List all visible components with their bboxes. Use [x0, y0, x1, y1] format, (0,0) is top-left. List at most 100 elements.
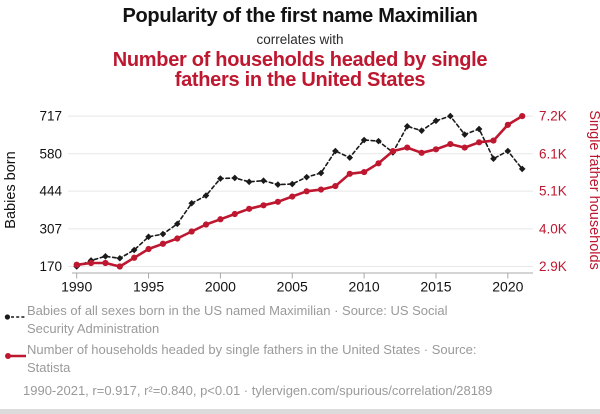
babies-data-point — [116, 254, 124, 262]
babies-data-point — [332, 147, 339, 155]
gridlines — [68, 115, 533, 267]
correlates-with-label: correlates with — [256, 32, 344, 47]
bottom-edge-bar — [0, 409, 600, 414]
households-data-point — [274, 198, 281, 205]
left-tick-label: 307 — [39, 221, 62, 236]
babies-data-point — [202, 192, 210, 199]
households-data-point — [87, 259, 95, 267]
babies-data-point — [432, 117, 440, 125]
households-data-point — [490, 137, 497, 144]
babies-data-point — [260, 177, 267, 185]
babies-data-point — [504, 147, 512, 155]
left-axis-title: Babies born — [3, 151, 19, 228]
babies-data-point — [461, 131, 469, 138]
red-subtitle-line-1: Number of households headed by single — [112, 49, 488, 71]
households-data-point — [361, 168, 368, 176]
axis-tick-labels: 170 2.9K 307 4.0K 444 5.1K 580 6.1K 717 7.2K 1990 1… — [39, 109, 566, 295]
legend-item-babies-label: Babies of all sexes born in the US named… — [27, 303, 448, 336]
left-tick-label: 170 — [39, 259, 62, 274]
x-tick-label: 2005 — [277, 279, 308, 295]
black-dashed-series-icon — [4, 302, 27, 326]
x-axis — [72, 272, 533, 279]
series-babies-maximilian — [73, 112, 526, 270]
series-single-father-households — [73, 113, 526, 270]
babies-data-point — [188, 199, 195, 207]
babies-data-point — [346, 154, 354, 161]
babies-data-point — [475, 125, 483, 133]
red-subtitle: Number of households headed by single fa… — [0, 50, 600, 90]
households-data-point — [346, 170, 353, 177]
left-tick-label: 717 — [39, 109, 62, 124]
households-data-point — [246, 205, 253, 212]
red-subtitle-line-2: fathers in the United States — [174, 69, 426, 91]
households-data-point — [418, 149, 425, 156]
right-tick-label: 4.0K — [539, 221, 567, 236]
babies-data-point — [102, 253, 109, 260]
households-data-point — [432, 146, 440, 153]
right-tick-label: 7.2K — [539, 109, 567, 124]
x-tick-label: 2010 — [349, 279, 380, 295]
households-data-point — [188, 228, 195, 235]
households-data-point — [102, 259, 109, 267]
households-data-point — [332, 182, 339, 190]
households-data-point — [174, 235, 181, 242]
legend: Babies of all sexes born in the US named… — [4, 302, 596, 398]
babies-data-point — [288, 180, 296, 188]
stats-footnote: 1990-2021, r=0.917, r²=0.840, p<0.01 · t… — [23, 383, 493, 398]
babies-data-point — [518, 165, 526, 173]
households-data-point — [231, 210, 238, 218]
dual-axis-line-chart: 170 2.9K 307 4.0K 444 5.1K 580 6.1K 717 7.2K 1990 1… — [3, 109, 600, 295]
households-data-point — [159, 240, 167, 247]
left-tick-label: 444 — [39, 184, 62, 199]
babies-data-point — [173, 220, 181, 228]
babies-data-point — [447, 112, 454, 120]
babies-data-point — [360, 136, 368, 144]
households-data-point — [317, 186, 325, 193]
households-data-point — [389, 147, 396, 155]
babies-data-point — [130, 246, 138, 254]
households-data-point — [461, 144, 468, 151]
households-data-point — [475, 139, 483, 146]
babies-data-point — [403, 122, 411, 130]
households-data-point — [217, 216, 224, 223]
babies-data-point — [375, 137, 382, 145]
right-tick-label: 5.1K — [539, 184, 567, 199]
x-tick-label: 1995 — [133, 279, 164, 295]
babies-data-point — [303, 173, 310, 181]
legend-item-households-label: Number of households headed by single fa… — [27, 342, 477, 375]
households-data-point — [260, 202, 267, 209]
x-tick-label: 2020 — [492, 279, 523, 295]
households-data-point — [504, 121, 511, 128]
households-data-point — [404, 144, 411, 151]
babies-data-point — [418, 127, 425, 134]
right-axis-title: Single father households — [586, 110, 600, 270]
households-data-point — [145, 245, 152, 253]
households-data-point — [375, 160, 382, 167]
households-data-point — [116, 263, 123, 270]
right-tick-label: 6.1K — [539, 146, 567, 161]
babies-data-point — [145, 233, 152, 241]
babies-data-point — [245, 178, 253, 186]
babies-data-point — [274, 181, 282, 188]
babies-data-point — [231, 174, 239, 182]
households-data-point — [519, 113, 526, 120]
left-tick-label: 580 — [39, 146, 62, 161]
page-title: Popularity of the first name Maximilian — [122, 5, 478, 27]
households-data-point — [289, 193, 296, 200]
babies-data-point — [490, 155, 497, 163]
households-data-point — [303, 188, 310, 195]
households-data-point — [202, 221, 210, 228]
households-data-point — [131, 254, 138, 261]
x-tick-label: 2000 — [205, 279, 236, 295]
legend-item-households: Number of households headed by single fa… — [4, 341, 596, 377]
legend-item-babies: Babies of all sexes born in the US named… — [4, 302, 596, 338]
data-series — [73, 112, 526, 270]
babies-data-point — [159, 230, 167, 238]
households-data-point — [447, 140, 454, 148]
x-tick-label: 1990 — [61, 279, 92, 295]
right-tick-label: 2.9K — [539, 259, 567, 274]
households-data-point — [73, 261, 80, 268]
babies-data-point — [317, 169, 325, 177]
red-solid-series-icon — [4, 341, 27, 365]
